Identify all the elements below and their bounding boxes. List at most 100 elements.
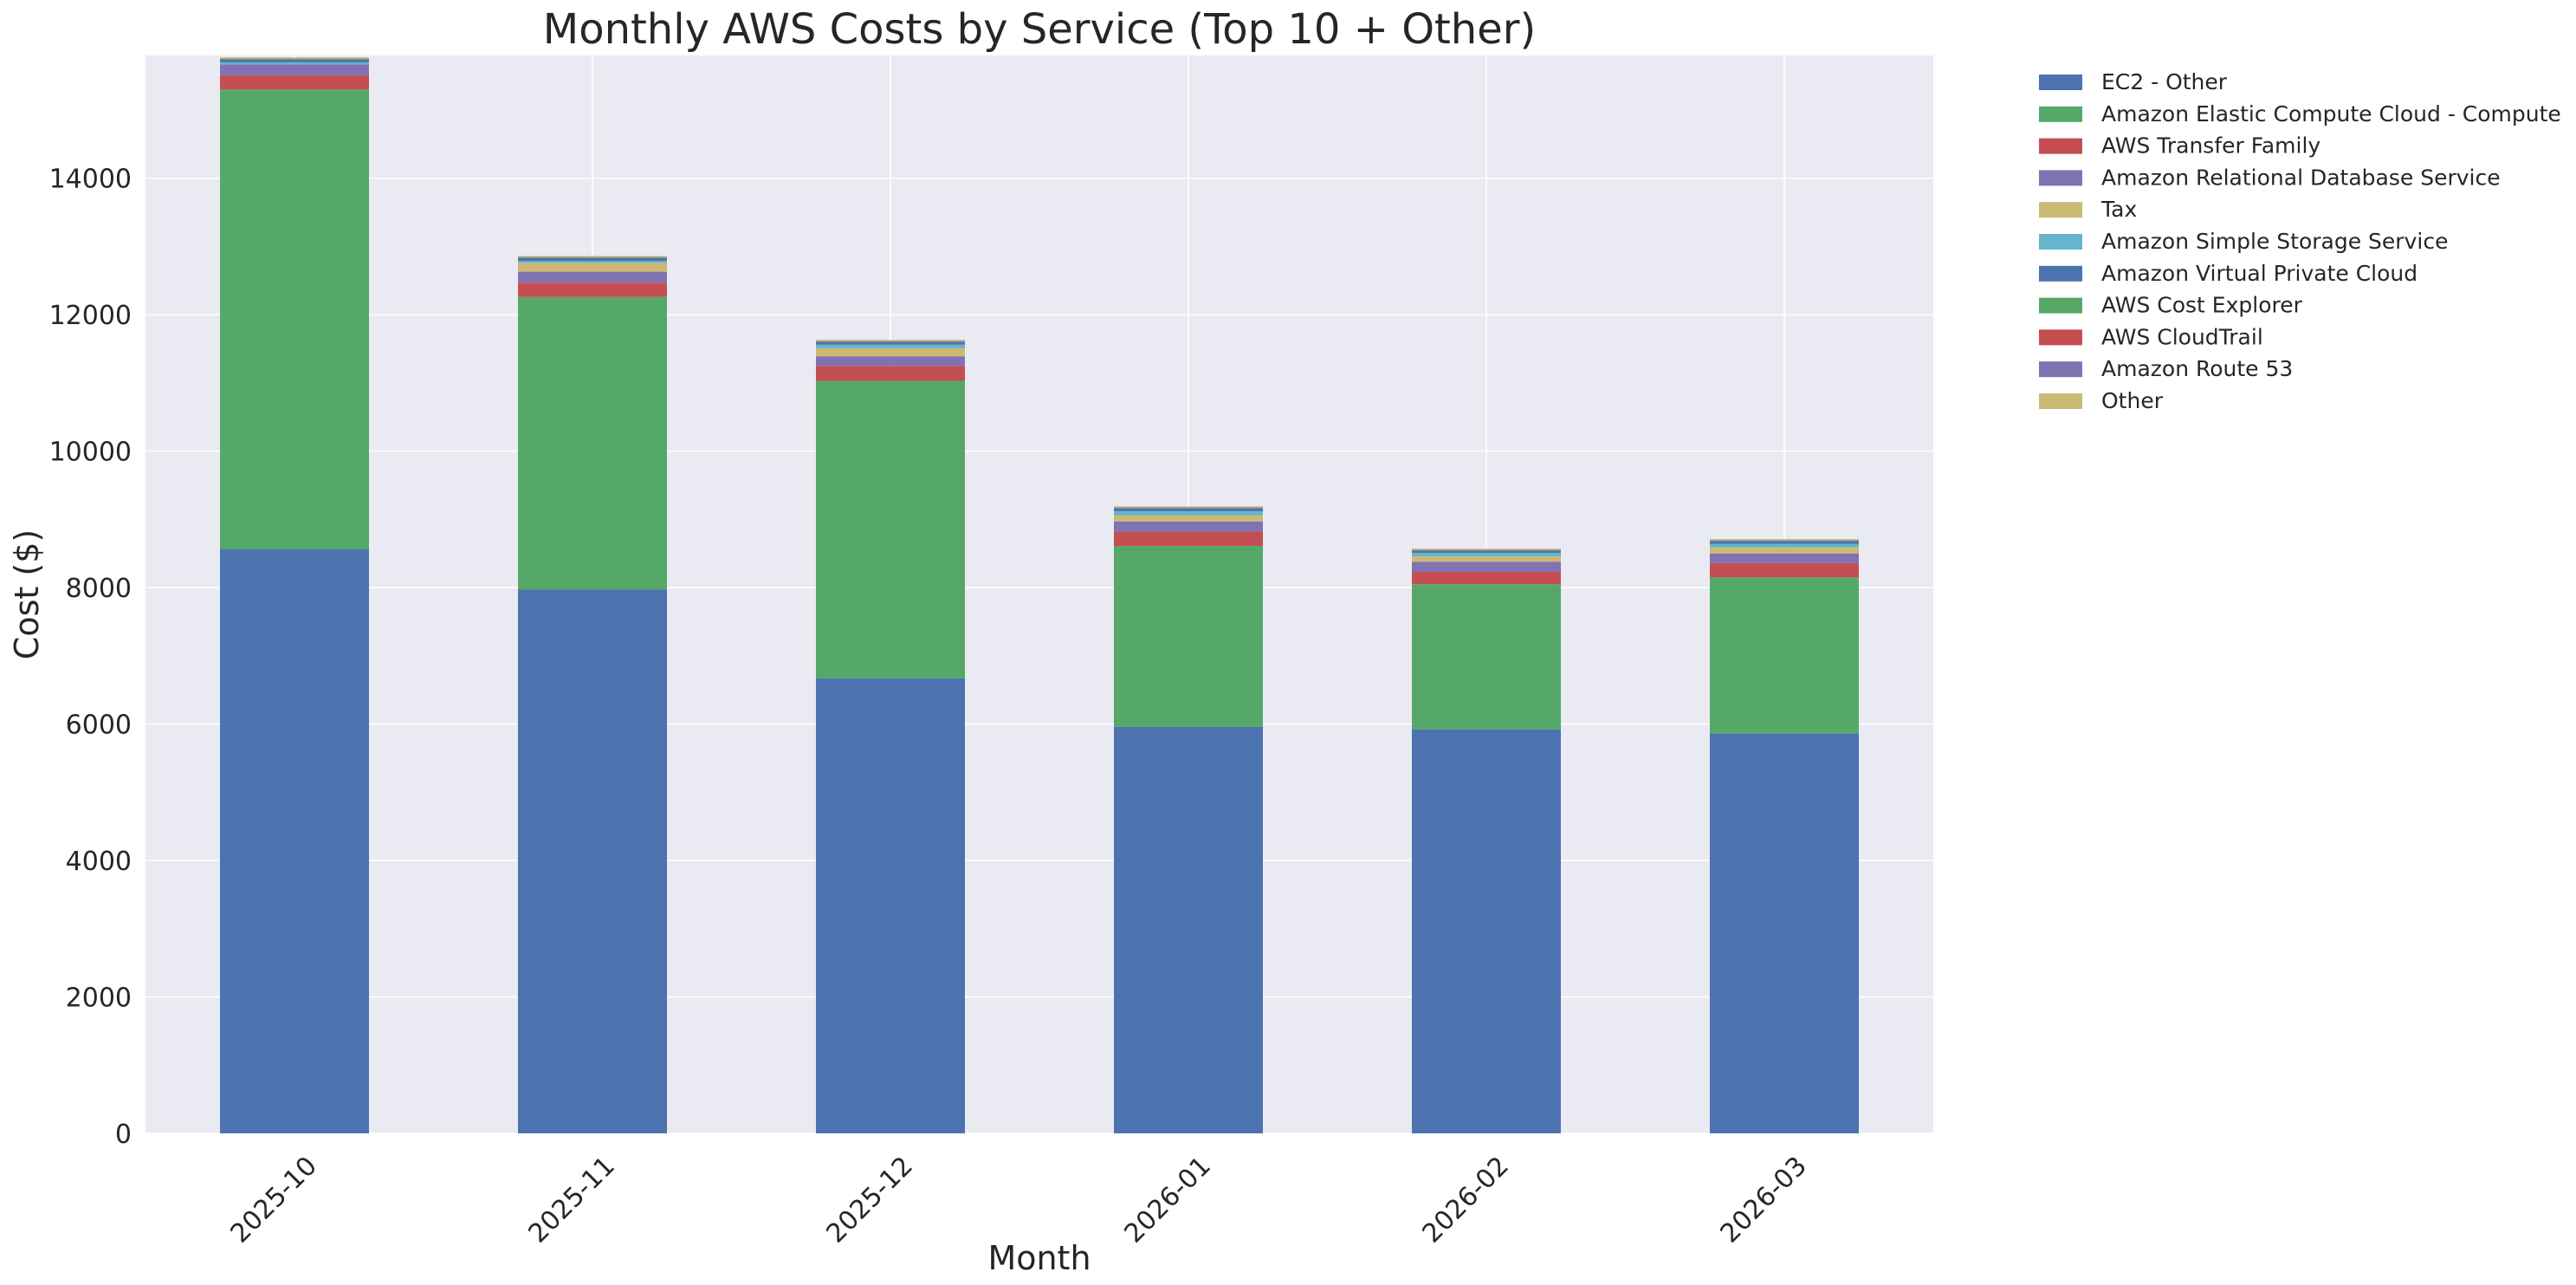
bar-segment bbox=[220, 89, 369, 550]
bar-segment bbox=[1710, 733, 1859, 1133]
bar-segment bbox=[1412, 549, 1561, 551]
bar-segment bbox=[1710, 553, 1859, 563]
bar-segment bbox=[1710, 541, 1859, 544]
bar-stack-2025-11 bbox=[518, 256, 667, 1133]
legend-swatch bbox=[2039, 202, 2082, 218]
bar-segment bbox=[1114, 508, 1263, 509]
bar-segment bbox=[816, 366, 965, 381]
legend-label: Tax bbox=[2100, 197, 2137, 222]
legend-label: AWS CloudTrail bbox=[2101, 324, 2263, 349]
bar-segment bbox=[518, 282, 667, 297]
bar-segment bbox=[1114, 515, 1263, 522]
legend-swatch bbox=[2039, 361, 2082, 378]
legend-item: Amazon Route 53 bbox=[2039, 356, 2293, 381]
bar-segment bbox=[816, 344, 965, 348]
bar-segment bbox=[518, 257, 667, 258]
bar-segment bbox=[1412, 729, 1561, 1133]
bar-segment bbox=[1412, 584, 1561, 730]
bar-stack-2025-10 bbox=[220, 57, 369, 1133]
legend-item: AWS CloudTrail bbox=[2039, 324, 2263, 349]
legend-swatch bbox=[2039, 265, 2082, 282]
legend-swatch bbox=[2039, 106, 2082, 122]
legend-label: AWS Transfer Family bbox=[2101, 133, 2320, 159]
legend-item: AWS Transfer Family bbox=[2039, 133, 2320, 159]
legend-item: EC2 - Other bbox=[2039, 69, 2228, 94]
bar-segment bbox=[1412, 572, 1561, 585]
bar-segment bbox=[1114, 546, 1263, 727]
bars bbox=[220, 57, 1859, 1133]
bar-segment bbox=[816, 356, 965, 367]
legend-swatch bbox=[2039, 138, 2082, 154]
legend: EC2 - Other Amazon Elastic Compute Cloud … bbox=[2039, 69, 2561, 413]
bar-segment bbox=[220, 64, 369, 75]
bar-segment bbox=[1412, 555, 1561, 562]
bar-segment bbox=[518, 589, 667, 1133]
legend-label: Amazon Relational Database Service bbox=[2101, 165, 2501, 190]
bar-segment bbox=[1710, 577, 1859, 734]
x-axis: 2025-10 2025-11 2025-12 2026-01 2026-02 2026-… bbox=[225, 1151, 1813, 1249]
x-tick-label: 2025-12 bbox=[821, 1151, 919, 1249]
bar-segment bbox=[220, 549, 369, 1133]
bar-segment bbox=[1412, 550, 1561, 553]
x-tick-label: 2025-11 bbox=[523, 1151, 621, 1249]
bar-segment bbox=[1710, 547, 1859, 554]
bar-stack-2026-03 bbox=[1710, 539, 1859, 1133]
bar-segment bbox=[816, 380, 965, 678]
bar-segment bbox=[518, 296, 667, 590]
legend-swatch bbox=[2039, 297, 2082, 314]
legend-swatch bbox=[2039, 234, 2082, 250]
bar-segment bbox=[1412, 561, 1561, 573]
legend-item: Amazon Virtual Private Cloud bbox=[2039, 261, 2417, 286]
y-tick-label: 4000 bbox=[66, 847, 132, 877]
y-tick-label: 14000 bbox=[49, 165, 132, 195]
bar-segment bbox=[518, 271, 667, 283]
bar-segment bbox=[1114, 506, 1263, 508]
x-tick-label: 2026-01 bbox=[1119, 1151, 1217, 1249]
bar-segment bbox=[220, 62, 369, 65]
bar-segment bbox=[518, 263, 667, 272]
legend-swatch bbox=[2039, 329, 2082, 346]
legend-label: Other bbox=[2101, 388, 2164, 413]
legend-swatch bbox=[2039, 393, 2082, 409]
legend-item: Amazon Relational Database Service bbox=[2039, 165, 2501, 190]
bar-segment bbox=[1114, 521, 1263, 532]
bar-segment bbox=[1710, 539, 1859, 541]
y-axis: 0 2000 4000 6000 8000 10000 12000 14000 bbox=[49, 165, 132, 1150]
plot-background bbox=[146, 55, 1933, 1133]
bar-segment bbox=[220, 75, 369, 90]
legend-label: Amazon Elastic Compute Cloud - Compute bbox=[2101, 101, 2561, 127]
bar-stack-2026-01 bbox=[1114, 506, 1263, 1133]
bar-segment bbox=[1710, 543, 1859, 548]
y-tick-label: 0 bbox=[115, 1120, 132, 1150]
legend-item: Amazon Elastic Compute Cloud - Compute bbox=[2039, 101, 2561, 127]
bar-segment bbox=[816, 340, 965, 341]
bar-segment bbox=[518, 257, 667, 261]
legend-swatch bbox=[2039, 170, 2082, 186]
legend-item: Tax bbox=[2039, 197, 2137, 222]
legend-label: Amazon Simple Storage Service bbox=[2101, 229, 2448, 254]
bar-stack-2025-12 bbox=[816, 340, 965, 1133]
y-tick-label: 8000 bbox=[66, 574, 132, 604]
x-tick-label: 2025-10 bbox=[225, 1151, 323, 1249]
y-tick-label: 10000 bbox=[49, 438, 132, 468]
chart-title: Monthly AWS Costs by Service (Top 10 + O… bbox=[543, 5, 1536, 54]
bar-segment bbox=[1114, 726, 1263, 1133]
y-tick-label: 2000 bbox=[66, 983, 132, 1014]
y-tick-label: 12000 bbox=[49, 301, 132, 331]
bar-segment bbox=[816, 341, 965, 345]
legend-item: Other bbox=[2039, 388, 2164, 413]
bar-segment bbox=[816, 341, 965, 342]
bar-segment bbox=[1114, 510, 1263, 516]
legend-item: AWS Cost Explorer bbox=[2039, 293, 2303, 318]
bar-stack-2026-02 bbox=[1412, 548, 1561, 1133]
legend-label: Amazon Virtual Private Cloud bbox=[2101, 261, 2417, 286]
x-tick-label: 2026-02 bbox=[1417, 1151, 1515, 1249]
legend-label: AWS Cost Explorer bbox=[2101, 293, 2303, 318]
x-axis-label: Month bbox=[987, 1239, 1091, 1277]
bar-segment bbox=[1114, 531, 1263, 547]
legend-swatch bbox=[2039, 75, 2082, 90]
bar-segment bbox=[220, 57, 369, 59]
y-axis-label: Cost ($) bbox=[8, 529, 46, 659]
y-tick-label: 6000 bbox=[66, 711, 132, 741]
